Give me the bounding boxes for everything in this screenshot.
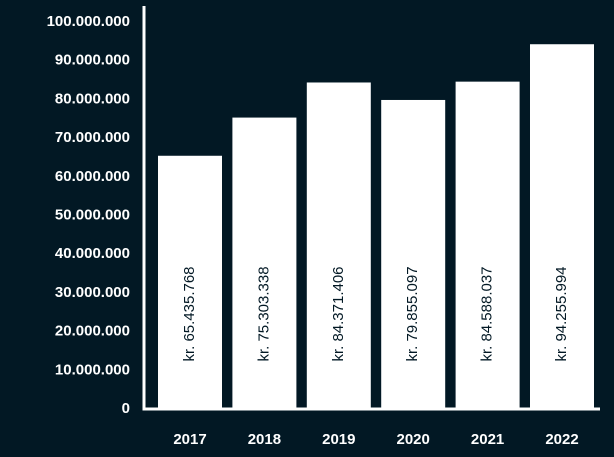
- x-tick-label: 2022: [545, 431, 578, 448]
- bar-value-label: kr. 84.588.037: [479, 266, 496, 361]
- y-tick-label: 0: [122, 400, 130, 417]
- x-tick-label: 2019: [322, 431, 355, 448]
- bar-2017: [158, 155, 222, 409]
- x-tick-label: 2021: [471, 431, 504, 448]
- y-tick-label: 70.000.000: [55, 129, 130, 146]
- y-tick-label: 30.000.000: [55, 284, 130, 301]
- bar-value-label: kr. 79.855.097: [404, 266, 421, 361]
- y-tick-label: 40.000.000: [55, 245, 130, 262]
- bar-value-label: kr. 84.371.406: [330, 266, 347, 361]
- y-tick-label: 60.000.000: [55, 168, 130, 185]
- bar-2020: [381, 99, 446, 409]
- bar-2021: [455, 81, 520, 410]
- y-tick-label: 100.000.000: [47, 13, 130, 30]
- bar-2018: [232, 117, 297, 409]
- y-tick-label: 10.000.000: [55, 361, 130, 378]
- bar-value-label: kr. 75.303.338: [255, 266, 272, 361]
- y-tick-label: 50.000.000: [55, 206, 130, 223]
- x-tick-label: 2018: [248, 431, 281, 448]
- bar-2019: [306, 82, 371, 409]
- bar-2022: [530, 44, 594, 409]
- y-tick-label: 90.000.000: [55, 52, 130, 69]
- bar-value-label: kr. 65.435.768: [181, 266, 198, 361]
- bars-group: kr. 65.435.768 kr. 75.303.338 kr. 84.371.4…: [158, 44, 594, 410]
- y-tick-label: 80.000.000: [55, 90, 130, 107]
- x-tick-label: 2017: [173, 431, 206, 448]
- y-tick-label: 20.000.000: [55, 323, 130, 340]
- bar-value-label: kr. 94.255.994: [553, 266, 570, 361]
- x-axis-tick-labels: 2017 2018 2019 2020 2021 2022: [173, 431, 578, 448]
- x-tick-label: 2020: [397, 431, 430, 448]
- y-axis-tick-labels: 0 10.000.000 20.000.000 30.000.000 40.000.00…: [47, 13, 130, 417]
